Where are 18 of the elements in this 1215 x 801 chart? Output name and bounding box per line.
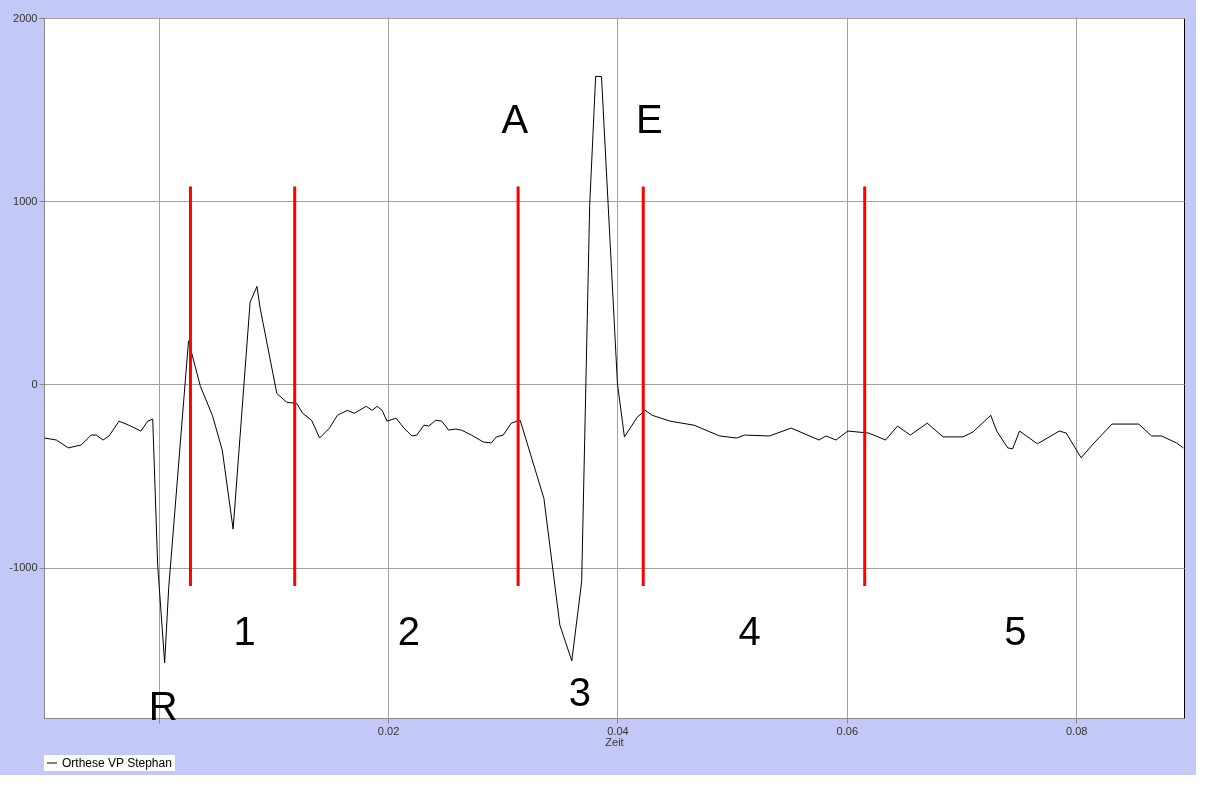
annotation: 3 xyxy=(568,669,591,714)
x-tick-label: 0.02 xyxy=(377,724,400,737)
y-tick-label: 2000 xyxy=(13,11,38,24)
x-tick-label: 0.04 xyxy=(607,724,629,737)
annotation: R xyxy=(148,683,178,728)
legend-label: Orthese VP Stephan xyxy=(62,756,172,770)
annotation: 1 xyxy=(233,608,256,653)
x-tick-label: 0.06 xyxy=(836,724,859,737)
y-tick-label: -1000 xyxy=(9,561,38,574)
x-tick-label: 0.08 xyxy=(1065,724,1088,737)
x-axis-title: Zeit xyxy=(605,735,624,748)
annotation: 5 xyxy=(1004,608,1027,653)
annotation: 4 xyxy=(738,608,761,653)
annotation: 2 xyxy=(397,608,420,653)
y-tick-label: 0 xyxy=(31,377,38,390)
y-tick-label: 1000 xyxy=(13,194,38,207)
annotation: A xyxy=(501,96,529,141)
annotation: E xyxy=(636,96,663,141)
